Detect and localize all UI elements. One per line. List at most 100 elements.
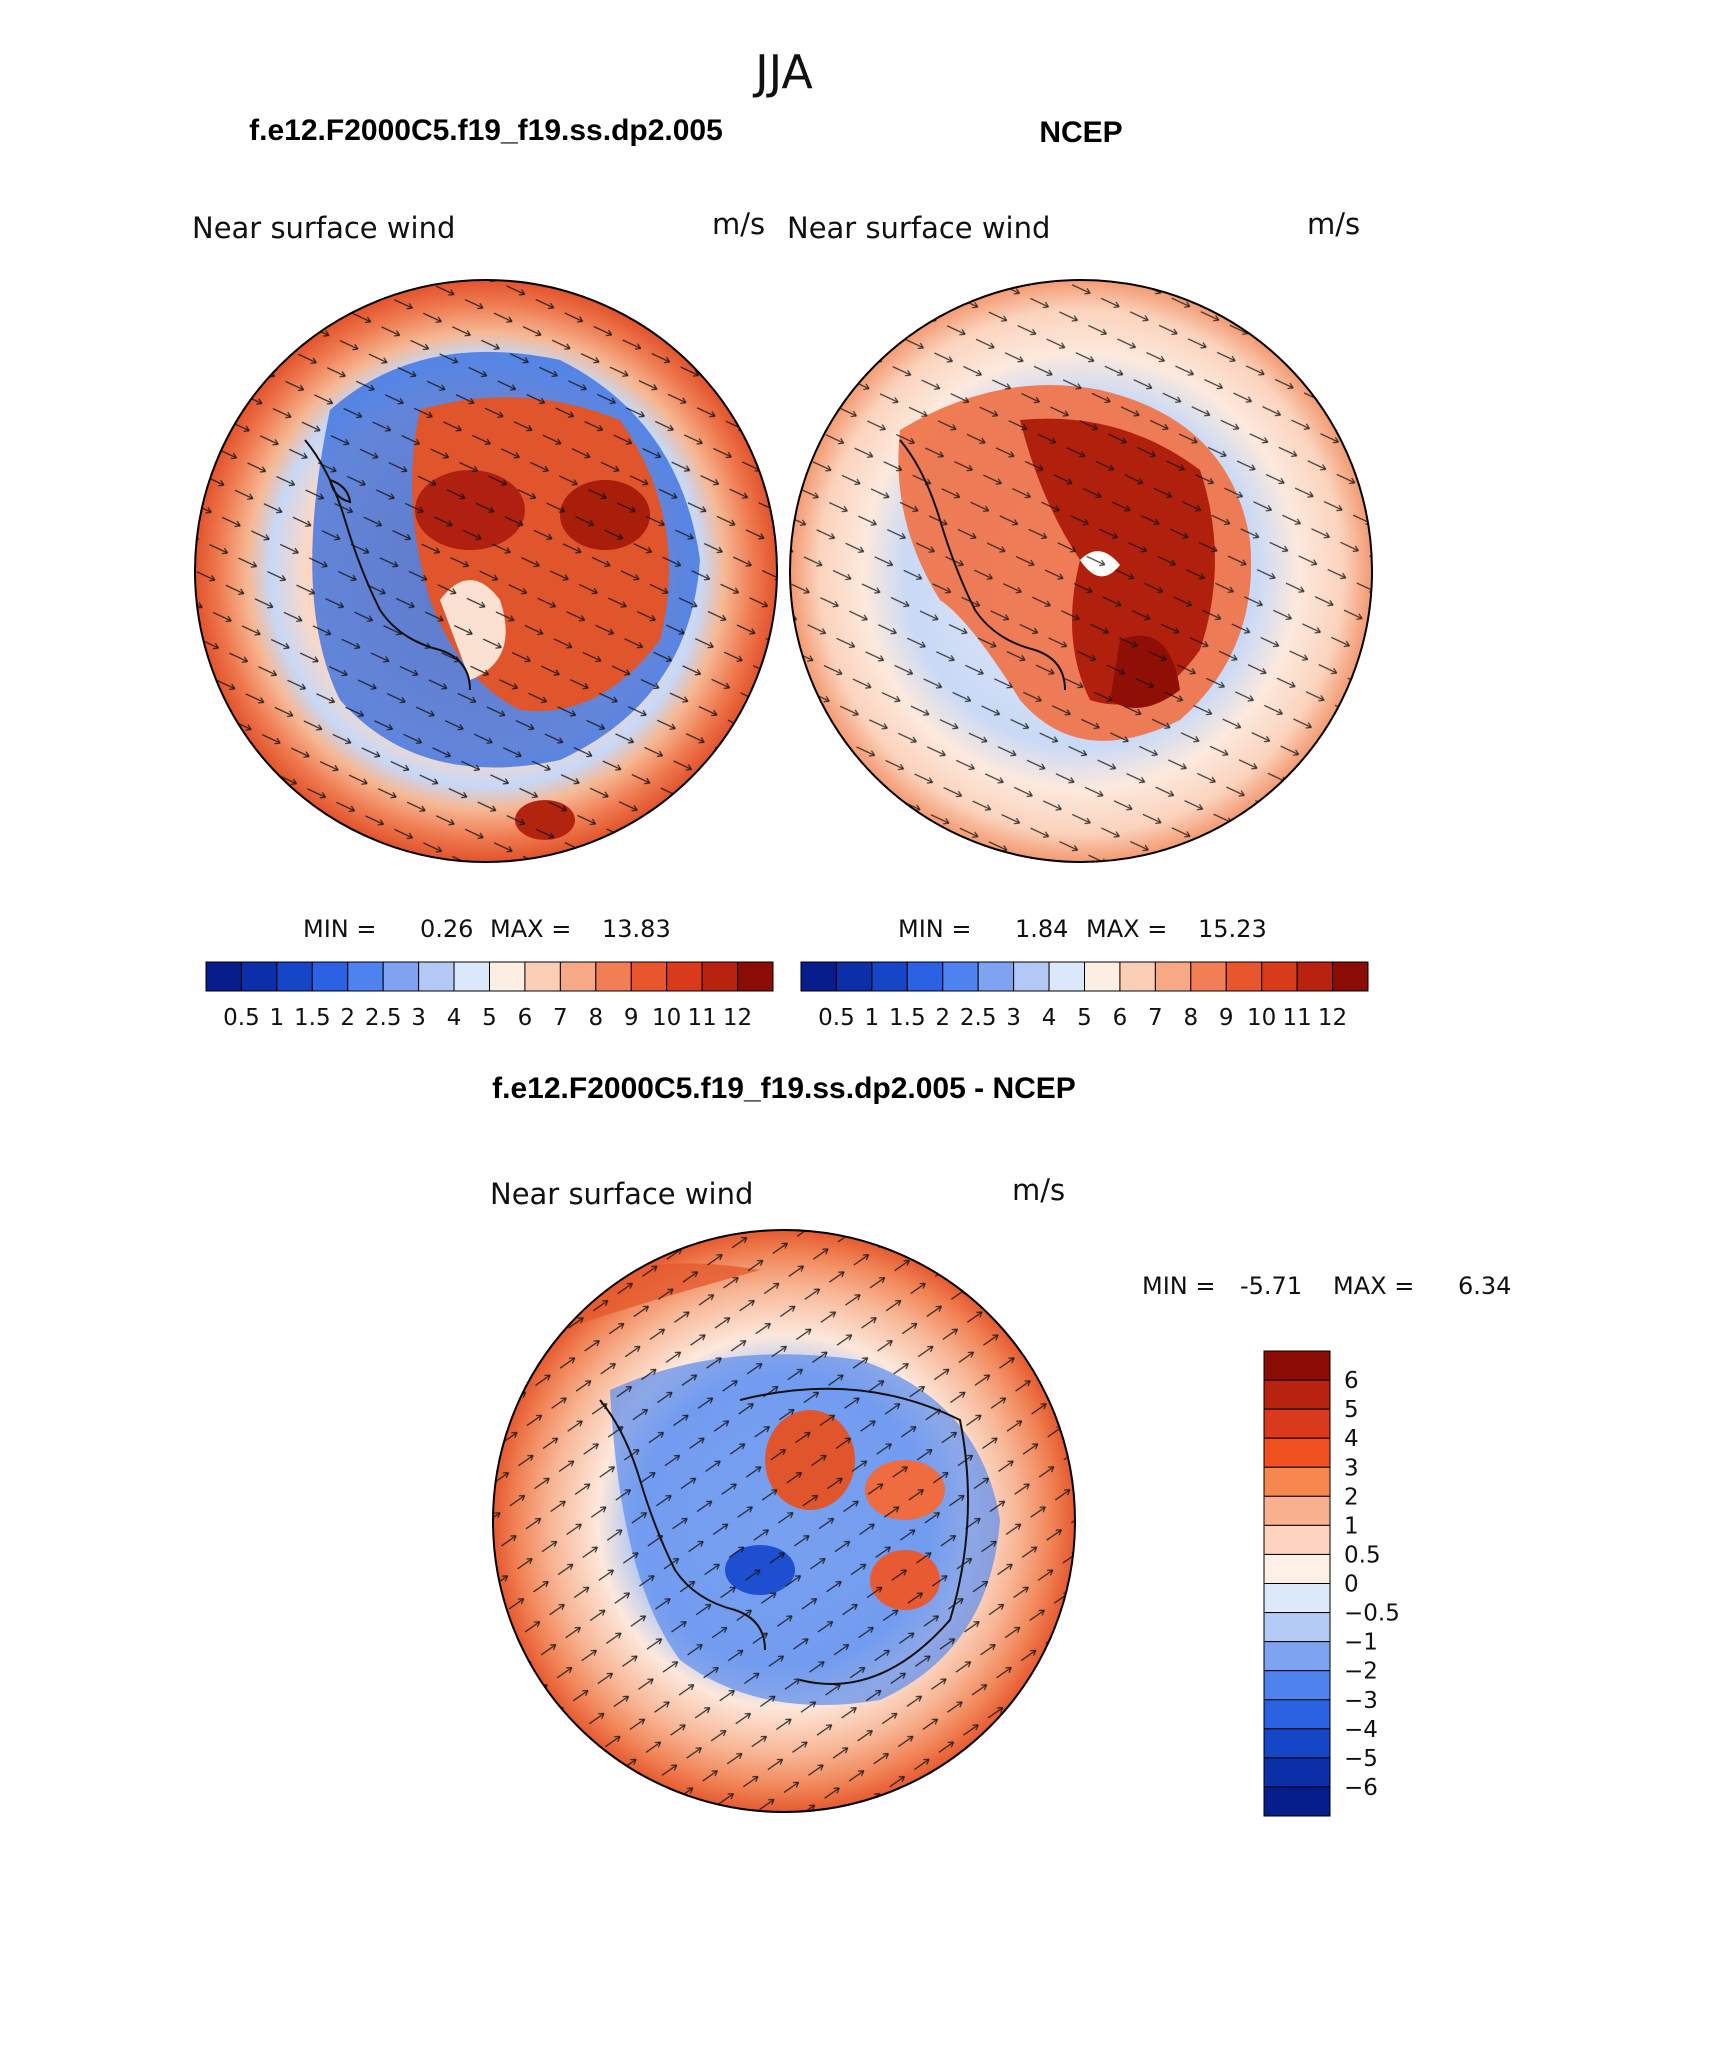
obs-colorbar-swatch [1154, 961, 1192, 992]
obs-colorbar-tick-label: 12 [1318, 1005, 1347, 1031]
obs-colorbar-tick-label: 2.5 [960, 1005, 997, 1031]
model-colorbar-tick-label: 1.5 [294, 1005, 331, 1031]
obs-colorbar-swatch [1261, 961, 1298, 992]
obs-colorbar-tick-label: 10 [1247, 1005, 1276, 1031]
panel-model-left-label: Near surface wind [192, 211, 455, 245]
model-colorbar-swatch [595, 961, 632, 992]
diff-colorbar-tick-label: 0 [1344, 1572, 1359, 1598]
diff-colorbar-tick-label: −3 [1344, 1688, 1378, 1714]
diff-colorbar-swatch [1263, 1350, 1331, 1381]
diff-colorbar-tick-label: 2 [1344, 1484, 1359, 1510]
obs-colorbar-swatch [871, 961, 908, 992]
model-colorbar-tick-label: 11 [687, 1005, 716, 1031]
diff-colorbar-swatch [1263, 1379, 1331, 1410]
model-wind-map [195, 280, 777, 862]
diff-colorbar-tick-label: 6 [1344, 1368, 1359, 1394]
diff-colorbar-swatch [1263, 1757, 1331, 1788]
diff-colorbar-swatch [1263, 1408, 1331, 1439]
obs-colorbar-tick-label: 3 [1006, 1005, 1021, 1031]
model-colorbar-tick-label: 12 [723, 1005, 752, 1031]
diff-colorbar-swatch [1263, 1553, 1331, 1584]
model-colorbar-tick-label: 5 [482, 1005, 497, 1031]
diff-colorbar-tick-label: −2 [1344, 1659, 1378, 1685]
obs-colorbar: 0.5 1 1.5 2 2.5 3 4 5 6 7 8 9 10 11 12 [800, 961, 1369, 1031]
model-min-value: 0.26 [420, 915, 473, 943]
diff-max-label: MAX = [1333, 1272, 1414, 1300]
diff-colorbar-tick-label: −4 [1344, 1717, 1378, 1743]
obs-colorbar-tick-label: 1.5 [889, 1005, 926, 1031]
diff-colorbar-tick-label: −5 [1344, 1746, 1378, 1772]
model-colorbar-swatch [453, 961, 490, 992]
model-colorbar-tick-label: 2 [340, 1005, 355, 1031]
obs-colorbar-swatch [1048, 961, 1085, 992]
diff-colorbar-tick-label: 1 [1344, 1513, 1359, 1539]
obs-colorbar-swatch [1225, 961, 1263, 992]
model-colorbar-swatch [347, 961, 384, 992]
diff-colorbar-tick-label: 4 [1344, 1426, 1359, 1452]
model-colorbar-tick-label: 10 [652, 1005, 681, 1031]
diff-colorbar-tick-label: 5 [1344, 1397, 1359, 1423]
model-colorbar-tick-label: 0.5 [223, 1005, 260, 1031]
diff-colorbar-swatch [1263, 1437, 1331, 1468]
diff-colorbar-swatch [1263, 1466, 1331, 1497]
model-colorbar-tick-label: 6 [518, 1005, 533, 1031]
panel-diff: f.e12.F2000C5.f19_f19.ss.dp2.005 - NCEP … [490, 1072, 1511, 1817]
panel-model-title: f.e12.F2000C5.f19_f19.ss.dp2.005 [249, 114, 723, 147]
model-colorbar-tick-label: 2.5 [365, 1005, 402, 1031]
obs-colorbar-tick-label: 7 [1148, 1005, 1163, 1031]
obs-colorbar-tick-label: 1 [865, 1005, 880, 1031]
model-colorbar-swatch [559, 961, 597, 992]
model-colorbar-tick-label: 8 [588, 1005, 603, 1031]
model-colorbar-tick-label: 4 [447, 1005, 462, 1031]
diff-colorbar-tick-label: 0.5 [1344, 1542, 1381, 1568]
diff-max-value: 6.34 [1458, 1272, 1511, 1300]
panel-obs-title: NCEP [1039, 116, 1122, 149]
obs-colorbar-tick-label: 9 [1219, 1005, 1234, 1031]
obs-stats: MIN = 1.84 MAX = 15.23 [898, 915, 1267, 943]
obs-colorbar-swatch [835, 961, 873, 992]
obs-wind-map [790, 280, 1372, 862]
obs-colorbar-tick-label: 2 [935, 1005, 950, 1031]
diff-colorbar-swatch [1263, 1670, 1331, 1701]
model-stats: MIN = 0.26 MAX = 13.83 [303, 915, 671, 943]
obs-colorbar-swatch [1084, 961, 1121, 992]
model-colorbar-swatch [240, 961, 278, 992]
obs-colorbar-tick-label: 4 [1042, 1005, 1057, 1031]
obs-colorbar-swatch [977, 961, 1015, 992]
obs-colorbar-swatch [1296, 961, 1334, 992]
diff-colorbar-tick-label: −1 [1344, 1630, 1378, 1656]
obs-colorbar-swatch [1332, 961, 1369, 992]
model-colorbar-swatch [418, 961, 455, 992]
panel-obs-unit-label: m/s [1307, 207, 1360, 241]
model-min-label: MIN = [303, 915, 376, 943]
panel-diff-unit-label: m/s [1012, 1173, 1065, 1207]
obs-colorbar-tick-label: 5 [1077, 1005, 1092, 1031]
obs-colorbar-swatch [800, 961, 837, 992]
obs-min-value: 1.84 [1015, 915, 1068, 943]
model-colorbar-swatch [489, 961, 526, 992]
diff-colorbar-swatch [1263, 1786, 1331, 1817]
season-title: JJA [752, 45, 813, 99]
model-max-label: MAX = [490, 915, 571, 943]
model-colorbar-swatch [701, 961, 739, 992]
diff-colorbar-swatch [1263, 1699, 1331, 1730]
model-colorbar-tick-label: 3 [411, 1005, 426, 1031]
obs-colorbar-tick-label: 0.5 [818, 1005, 855, 1031]
model-colorbar: 0.5 1 1.5 2 2.5 3 4 5 6 7 8 9 10 11 12 [205, 961, 774, 1031]
obs-max-label: MAX = [1086, 915, 1167, 943]
obs-colorbar-swatch [906, 961, 944, 992]
diff-colorbar-swatch [1263, 1524, 1331, 1555]
diff-colorbar-swatch [1263, 1728, 1331, 1759]
obs-colorbar-swatch [1119, 961, 1156, 992]
model-colorbar-swatch [666, 961, 703, 992]
diff-colorbar-swatch [1263, 1612, 1331, 1643]
panel-obs: Near surface wind m/s MIN = 1.84 MAX = 1… [787, 207, 1373, 1031]
obs-colorbar-tick-label: 8 [1183, 1005, 1198, 1031]
panel-diff-title: f.e12.F2000C5.f19_f19.ss.dp2.005 - NCEP [492, 1072, 1076, 1105]
obs-colorbar-swatch [942, 961, 979, 992]
panel-diff-left-label: Near surface wind [490, 1177, 753, 1211]
diff-colorbar-tick-label: −0.5 [1344, 1601, 1400, 1627]
model-colorbar-tick-label: 9 [624, 1005, 639, 1031]
diff-wind-map [493, 1230, 1075, 1812]
